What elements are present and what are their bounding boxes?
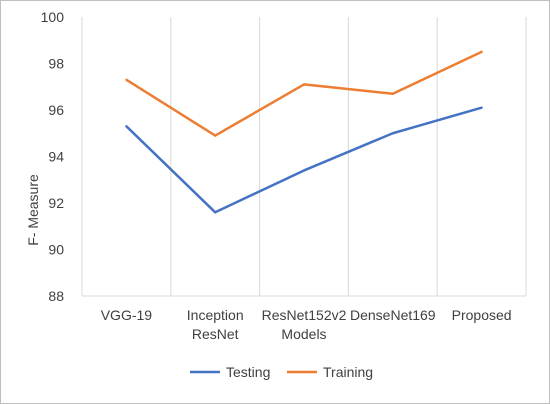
data-point-training: [125, 78, 128, 81]
y-tick-label: 94: [48, 149, 64, 165]
y-axis-title: F- Measure: [25, 174, 41, 246]
data-point-testing: [214, 211, 217, 214]
legend: Testing Training: [190, 364, 373, 380]
x-tick-label-line: ResNet152v2: [262, 307, 347, 323]
series: [125, 50, 483, 214]
x-tick-label-line: ResNet: [192, 326, 239, 342]
x-tick-label: DenseNet169: [350, 307, 436, 323]
x-tick-label-line: VGG-19: [101, 307, 153, 323]
data-point-testing: [302, 169, 306, 172]
data-point-testing: [480, 106, 483, 109]
x-tick-label: Proposed: [452, 307, 512, 323]
x-tick-label-line: Models: [281, 326, 326, 342]
legend-label-training: Training: [323, 364, 373, 380]
x-tick-label: VGG-19: [101, 307, 153, 323]
data-point-testing: [391, 132, 394, 135]
gridlines: [81, 17, 527, 296]
data-point-training: [214, 134, 217, 137]
y-tick-label: 96: [48, 102, 64, 118]
data-point-training: [302, 83, 306, 86]
x-tick-label-line: DenseNet169: [350, 307, 436, 323]
x-tick-label: Inception ResNet: [187, 307, 244, 342]
y-tick-label: 98: [48, 56, 64, 72]
x-tick-label: ResNet152v2 Models: [262, 307, 347, 342]
labels: 88 90 92 94 96 98 100 VGG-19 Inception ResNet ResN…: [41, 9, 512, 342]
x-tick-label-line: Proposed: [452, 307, 512, 323]
x-tick-label-line: Inception: [187, 307, 244, 323]
data-point-testing: [125, 125, 128, 128]
data-point-training: [391, 92, 394, 95]
series-line-testing: [125, 106, 482, 214]
y-tick-label: 90: [48, 242, 64, 258]
y-tick-label: 92: [48, 195, 64, 211]
legend-label-testing: Testing: [226, 364, 270, 380]
data-point-training: [480, 50, 483, 54]
y-tick-label: 88: [48, 288, 64, 304]
y-tick-label: 100: [41, 9, 65, 25]
